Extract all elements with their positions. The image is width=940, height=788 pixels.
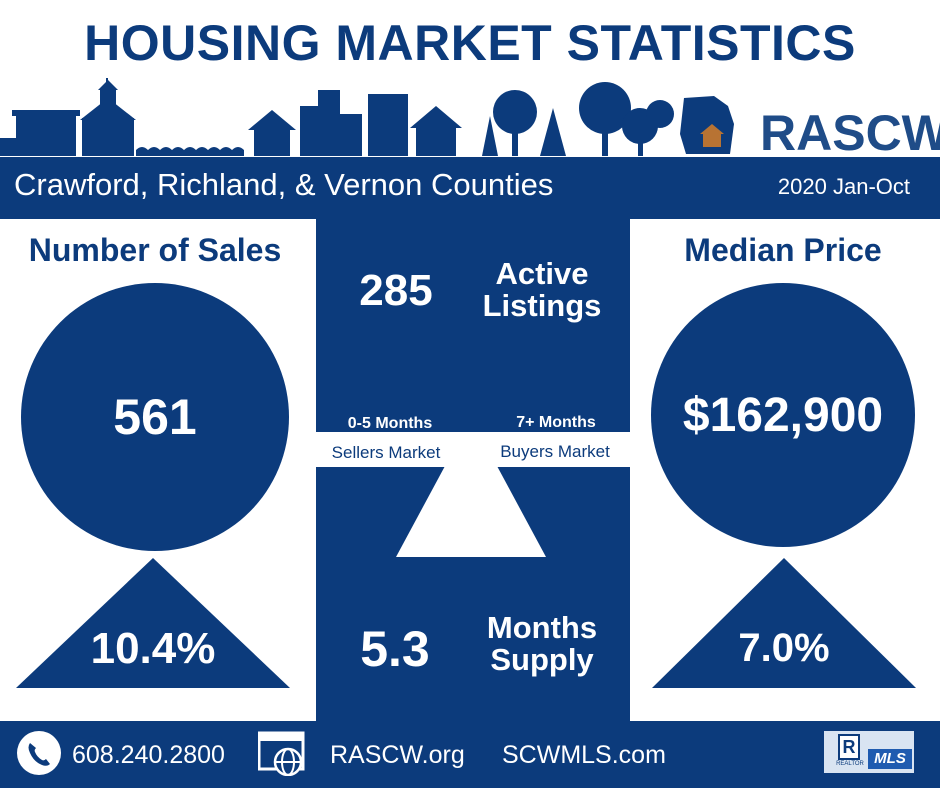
listings-value: 285 (359, 266, 433, 315)
median-up-triangle-icon (652, 558, 916, 688)
median-heading: Median Price (684, 232, 882, 268)
market-scale-strip (316, 432, 630, 467)
realtor-r-icon: R (838, 734, 860, 760)
supply-label-line1: Months (486, 610, 598, 645)
median-circle (651, 283, 915, 547)
skyline-illustration (0, 78, 734, 156)
sellers-range: 0-5 Months (347, 415, 433, 432)
region-label: Crawford, Richland, & Vernon Counties (14, 167, 554, 202)
house-icon (248, 110, 296, 156)
sales-heading: Number of Sales (28, 232, 282, 268)
house-icon (700, 124, 724, 147)
period-label: 2020 Jan-Oct (777, 174, 910, 199)
footer-bar (0, 721, 940, 788)
supply-label: Months Supply (464, 612, 620, 676)
mls-logo-text: MLS (868, 749, 912, 769)
sellers-label: Sellers Market (331, 443, 441, 462)
sales-up-triangle-icon (16, 558, 290, 688)
listings-label: Active Listings (462, 258, 622, 322)
rascw-logo: RASCW (760, 105, 940, 161)
region-band (0, 157, 940, 219)
mls-logo: R REALTOR MLS (824, 731, 914, 773)
tree-icon (482, 82, 674, 156)
supply-label-line2: Supply (490, 642, 594, 677)
sales-change: 10.4% (90, 624, 216, 673)
phone-icon (17, 731, 61, 775)
web-browser-icon (258, 731, 305, 776)
building-icon (0, 110, 80, 156)
buyers-label: Buyers Market (500, 442, 610, 461)
median-value: $162,900 (682, 389, 884, 442)
listings-label-line1: Active (495, 256, 589, 291)
city-buildings-icon (300, 90, 408, 156)
church-icon (80, 78, 136, 156)
house-icon (410, 106, 462, 156)
listings-label-line2: Listings (482, 288, 602, 323)
sales-value: 561 (113, 389, 197, 445)
sales-circle (21, 283, 289, 551)
phone-number[interactable]: 608.240.2800 (72, 741, 225, 769)
scwmls-website-link[interactable]: SCWMLS.com (502, 741, 666, 769)
page-title: HOUSING MARKET STATISTICS (84, 15, 856, 71)
buyers-range: 7+ Months (516, 414, 596, 431)
realtor-logo-subtext: REALTOR (836, 761, 864, 767)
rascw-website-link[interactable]: RASCW.org (330, 741, 465, 769)
supply-value: 5.3 (360, 621, 430, 677)
balance-triangle (396, 466, 546, 557)
median-change: 7.0% (738, 626, 830, 670)
